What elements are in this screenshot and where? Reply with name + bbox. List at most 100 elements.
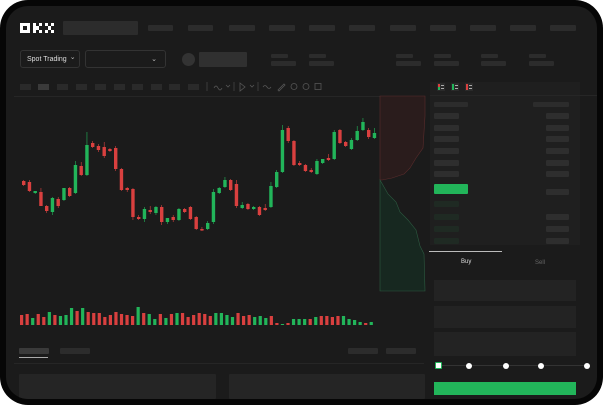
ask-row[interactable] bbox=[434, 136, 459, 142]
nav-item[interactable] bbox=[269, 25, 295, 31]
bid-row[interactable] bbox=[546, 226, 569, 232]
ask-row[interactable] bbox=[546, 113, 569, 119]
slider-stop[interactable] bbox=[538, 363, 544, 369]
volume-bar bbox=[64, 315, 68, 325]
volume-bar bbox=[86, 312, 90, 325]
nav-item[interactable] bbox=[430, 25, 456, 31]
volume-bar bbox=[242, 316, 246, 325]
candle-body bbox=[344, 142, 348, 146]
nav-item[interactable] bbox=[188, 25, 213, 31]
price-input[interactable] bbox=[434, 280, 576, 301]
ask-row[interactable] bbox=[434, 160, 459, 166]
candle-body bbox=[286, 128, 290, 141]
chart-tools[interactable] bbox=[206, 82, 356, 92]
timeframe-button[interactable] bbox=[114, 84, 125, 90]
bottom-action[interactable] bbox=[348, 348, 378, 354]
orderbook-view-both-icon[interactable] bbox=[437, 83, 445, 91]
stat-value bbox=[396, 61, 421, 66]
volume-bar bbox=[25, 314, 29, 325]
ask-row[interactable] bbox=[546, 136, 569, 142]
slider-stop[interactable] bbox=[584, 363, 590, 369]
timeframe-button[interactable] bbox=[57, 84, 68, 90]
slider-handle[interactable] bbox=[435, 362, 442, 369]
nav-item[interactable] bbox=[470, 25, 496, 31]
pair-select[interactable]: ⌄ bbox=[85, 50, 166, 68]
volume-bar bbox=[325, 316, 329, 325]
volume-bar bbox=[131, 316, 135, 325]
orderbook-view-asks-icon[interactable] bbox=[465, 83, 473, 91]
slider-stop[interactable] bbox=[466, 363, 472, 369]
volume-bar bbox=[192, 315, 196, 325]
bid-row[interactable] bbox=[546, 214, 569, 220]
bid-row[interactable] bbox=[434, 238, 459, 244]
nav-item[interactable] bbox=[148, 25, 173, 31]
nav-item[interactable] bbox=[510, 25, 536, 31]
candle-body bbox=[91, 143, 95, 147]
submit-buy-button[interactable] bbox=[434, 382, 576, 395]
timeframe-button[interactable] bbox=[20, 84, 31, 90]
search-bar[interactable] bbox=[63, 21, 138, 35]
bid-row[interactable] bbox=[434, 226, 459, 232]
market-select[interactable]: Spot Trading ⌄ bbox=[20, 50, 80, 68]
timeframe-button[interactable] bbox=[95, 84, 106, 90]
timeframe-button[interactable] bbox=[169, 84, 180, 90]
timeframe-button[interactable] bbox=[38, 84, 49, 90]
slider-track[interactable] bbox=[438, 365, 590, 366]
candle-body bbox=[183, 209, 187, 212]
bid-row[interactable] bbox=[434, 214, 459, 220]
candle-body bbox=[321, 159, 325, 163]
candle-body bbox=[160, 207, 164, 222]
volume-bar bbox=[158, 314, 162, 325]
bottom-tab[interactable] bbox=[60, 348, 90, 354]
nav-item[interactable] bbox=[229, 25, 255, 31]
timeframe-button[interactable] bbox=[76, 84, 87, 90]
ask-row[interactable] bbox=[434, 171, 459, 177]
ask-row[interactable] bbox=[434, 148, 459, 154]
pair-icon bbox=[182, 53, 195, 66]
total-input[interactable] bbox=[434, 332, 576, 356]
nav-item[interactable] bbox=[349, 25, 375, 31]
stat-value bbox=[309, 61, 334, 66]
nav-item[interactable] bbox=[390, 25, 416, 31]
nav-item[interactable] bbox=[309, 25, 335, 31]
ask-row[interactable] bbox=[546, 171, 569, 177]
bottom-tab-open-orders[interactable] bbox=[19, 348, 49, 354]
timeframe-button[interactable] bbox=[132, 84, 143, 90]
stat-label bbox=[481, 54, 498, 58]
volume-bar bbox=[319, 316, 323, 325]
volume-bar bbox=[286, 323, 290, 325]
volume-bar bbox=[119, 314, 124, 325]
ask-row[interactable] bbox=[546, 189, 569, 195]
assets-panel bbox=[229, 374, 425, 399]
volume-bar bbox=[75, 311, 79, 325]
ask-row[interactable] bbox=[546, 148, 569, 154]
bottom-action[interactable] bbox=[386, 348, 416, 354]
ask-row[interactable] bbox=[434, 125, 459, 131]
timeframe-button[interactable] bbox=[188, 84, 199, 90]
orders-panel bbox=[19, 374, 216, 399]
ask-row[interactable] bbox=[546, 125, 569, 131]
bid-row[interactable] bbox=[546, 238, 569, 244]
timeframe-button[interactable] bbox=[151, 84, 162, 90]
target-icon bbox=[290, 83, 298, 90]
candle-body bbox=[298, 163, 302, 165]
volume-bar bbox=[303, 319, 307, 325]
nav-item[interactable] bbox=[550, 25, 576, 31]
volume-bar bbox=[347, 319, 351, 325]
candle-body bbox=[332, 132, 336, 159]
chevron-down-icon: ⌄ bbox=[69, 53, 76, 61]
last-price bbox=[434, 184, 468, 194]
slider-stop[interactable] bbox=[503, 363, 509, 369]
tab-buy[interactable]: Buy bbox=[461, 259, 472, 265]
bid-row[interactable] bbox=[434, 201, 459, 207]
candle-body bbox=[200, 229, 204, 231]
ask-row[interactable] bbox=[546, 160, 569, 166]
orderbook-divider bbox=[430, 95, 597, 96]
orderbook-view-bids-icon[interactable] bbox=[451, 83, 459, 91]
amount-input[interactable] bbox=[434, 306, 576, 328]
candle-body bbox=[27, 182, 32, 191]
ask-row[interactable] bbox=[434, 113, 459, 119]
market-select-label: Spot Trading bbox=[27, 55, 67, 63]
tab-sell[interactable]: Sell bbox=[535, 260, 546, 266]
